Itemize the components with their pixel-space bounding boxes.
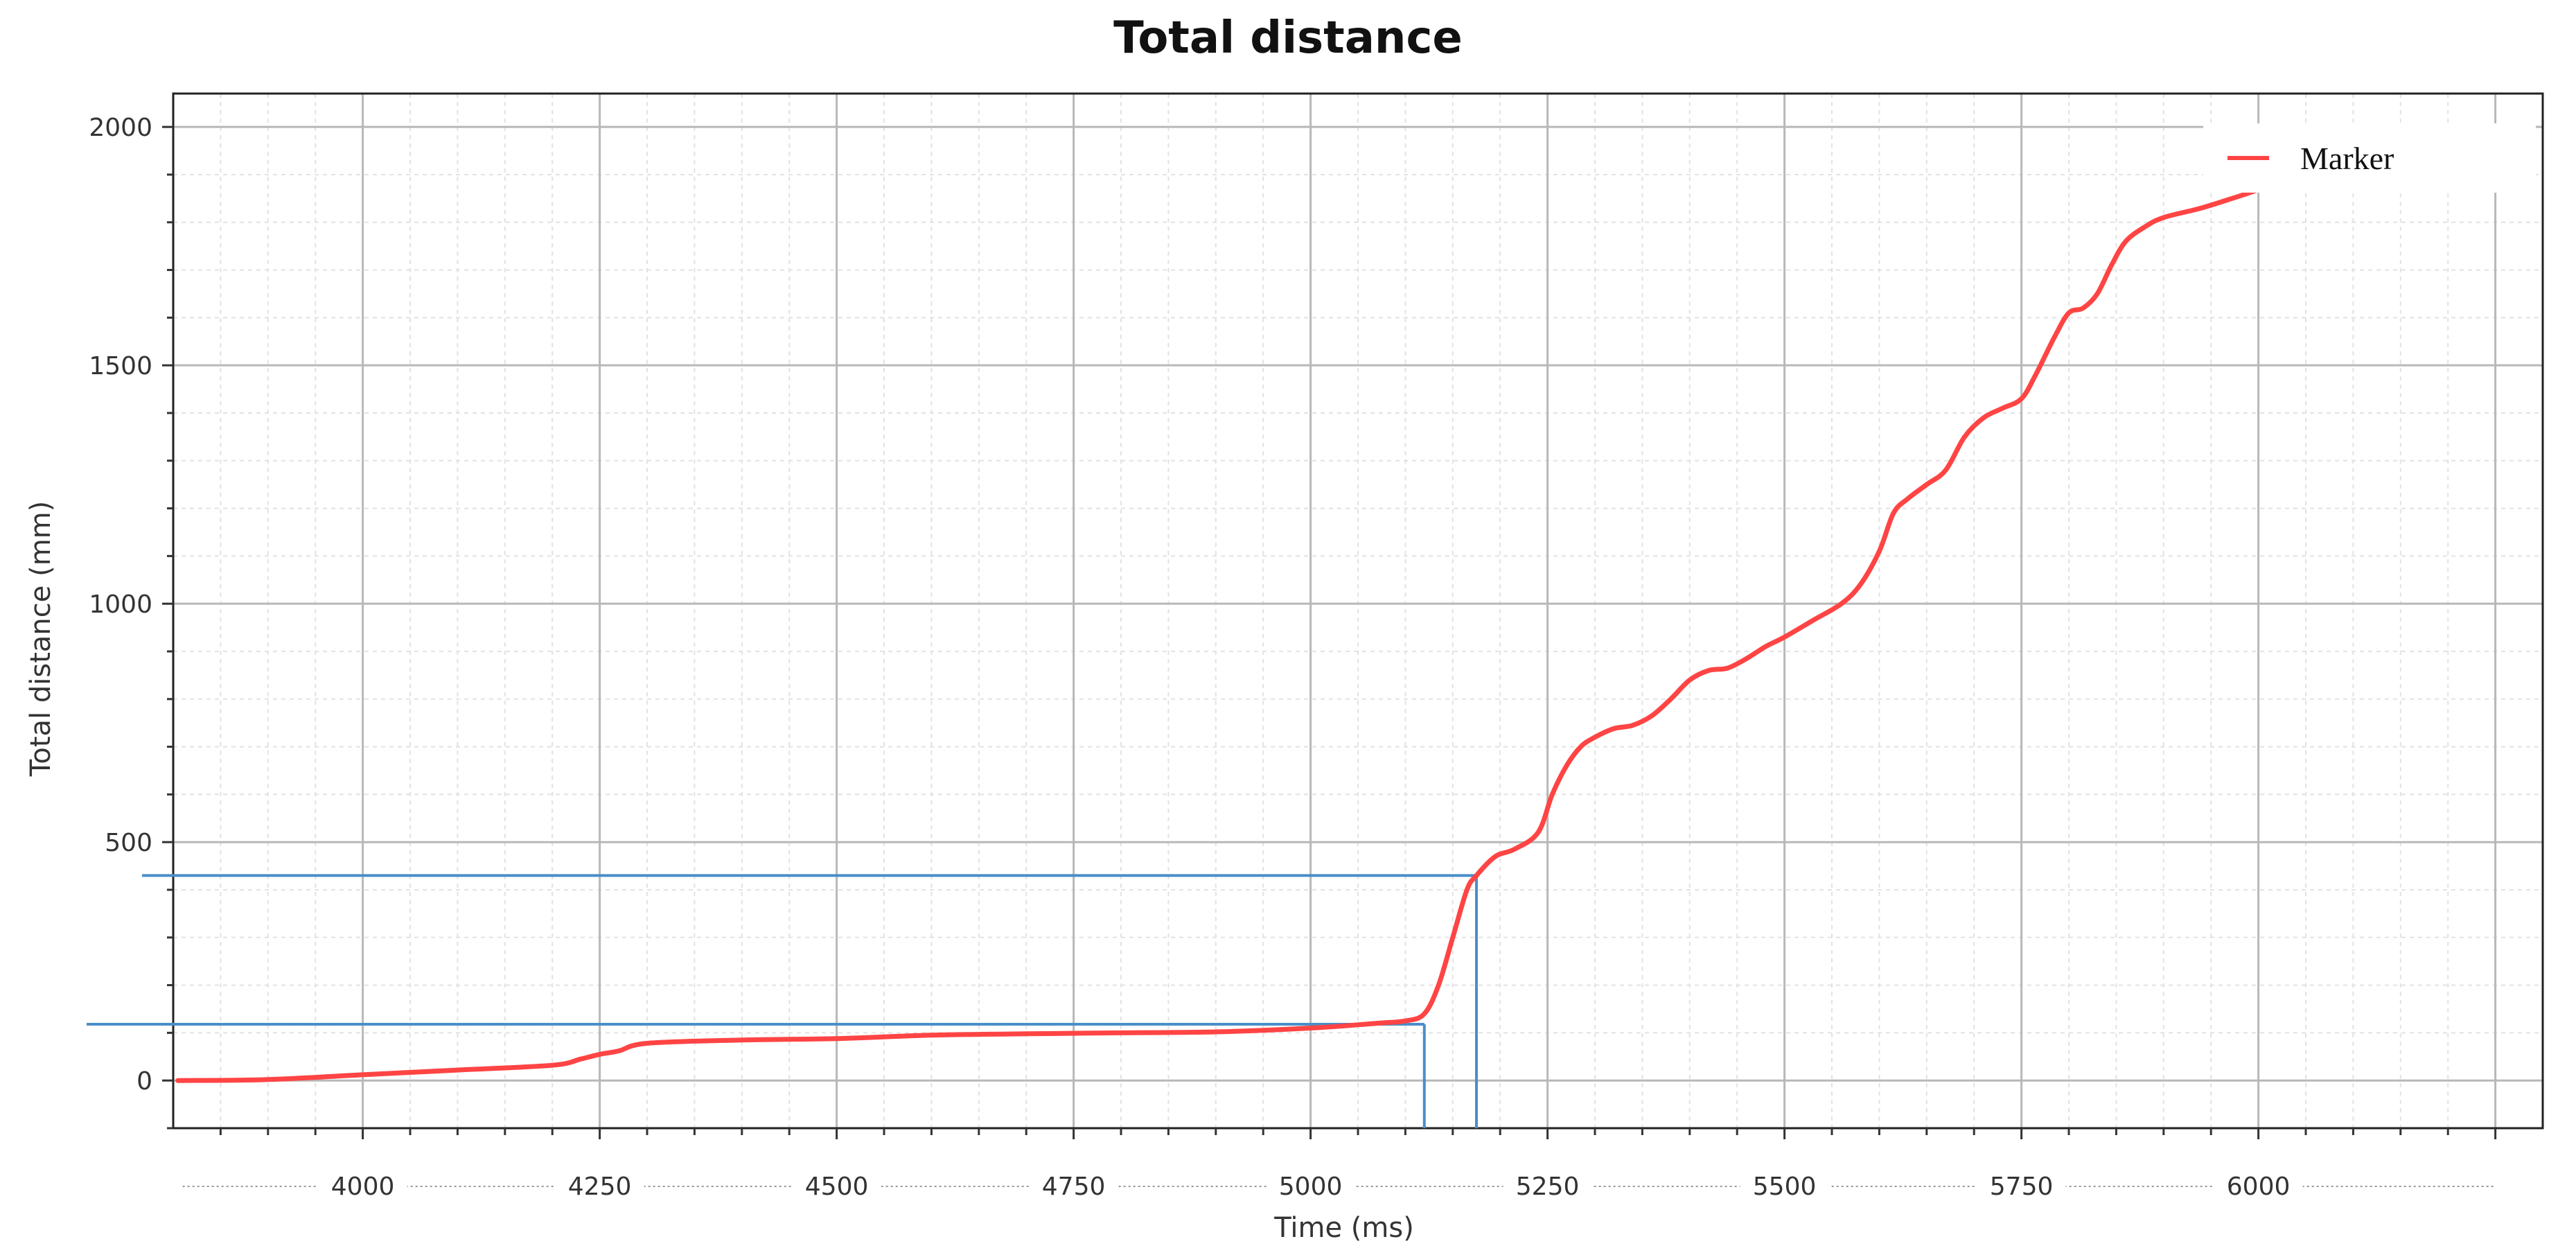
minor-grid: [173, 94, 2543, 1129]
major-grid: [173, 94, 2543, 1128]
x-tick-label: 4500: [805, 1173, 869, 1201]
legend: Marker: [2203, 123, 2536, 193]
x-tick-label-bg: [1503, 1171, 1592, 1199]
y-tick-label: 0: [136, 1067, 152, 1096]
y-axis-title: Total distance (mm): [25, 501, 57, 777]
x-tick-label-bg: [1029, 1171, 1118, 1199]
x-tick-label-bg: [2214, 1171, 2303, 1199]
series-line-marker: [175, 177, 2318, 1083]
legend-label: Marker: [2300, 141, 2394, 176]
x-tick-label-bg: [1266, 1171, 1355, 1199]
x-tick-label: 4750: [1042, 1173, 1106, 1201]
x-tick-label: 6000: [2227, 1173, 2291, 1201]
x-axis: 4000 4250 4500 4750 5000 5250 5500 5750 6000: [182, 1128, 2497, 1201]
x-tick-label-bg: [1740, 1171, 1829, 1199]
x-tick-label-bg: [1977, 1171, 2066, 1199]
y-tick-label: 500: [105, 829, 152, 857]
x-tick-label: 5750: [1990, 1173, 2054, 1201]
x-tick-label-bg: [318, 1171, 407, 1199]
x-tick-label: 5500: [1753, 1173, 1817, 1201]
x-tick-label-bg: [555, 1171, 644, 1199]
x-tick-label-bg: [792, 1171, 881, 1199]
x-tick-label: 5250: [1516, 1173, 1580, 1201]
y-axis: 0 500 1000 1500 2000: [89, 114, 173, 1130]
x-tick-label: 5000: [1279, 1173, 1343, 1201]
y-tick-label: 1500: [89, 352, 152, 380]
x-tick-label: 4250: [568, 1173, 632, 1201]
chart-title: Total distance: [1113, 12, 1463, 64]
y-tick-label: 2000: [89, 114, 152, 142]
y-tick-label: 1000: [89, 590, 152, 619]
x-tick-label: 4000: [331, 1173, 395, 1201]
reference-lines: [87, 874, 1478, 1128]
series-layer: [175, 177, 2318, 1083]
x-axis-title: Time (ms): [1273, 1212, 1414, 1244]
